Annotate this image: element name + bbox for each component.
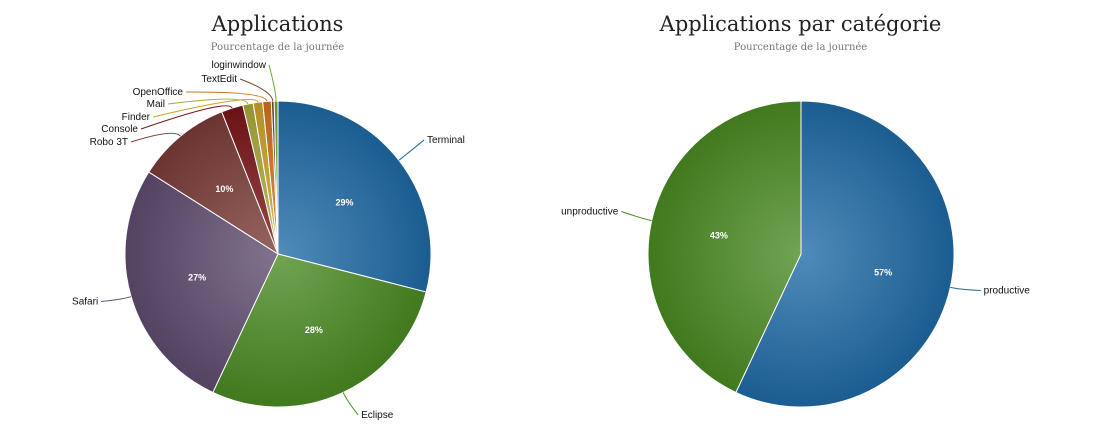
slice-percent-label: 43% xyxy=(710,231,728,241)
slice-label-console: Console xyxy=(101,124,138,135)
label-connector xyxy=(101,296,132,302)
slice-percent-label: 28% xyxy=(305,325,323,335)
slice-label-productive: productive xyxy=(984,285,1031,296)
chart-subtitle: Pourcentage de la journée xyxy=(210,42,345,53)
slice-percent-label: 27% xyxy=(188,272,206,282)
pie-slice-productive[interactable] xyxy=(735,100,955,408)
label-connector xyxy=(140,105,233,130)
label-connector xyxy=(152,98,259,118)
applications-pie: 29% Terminal 28% Eclipse 27% Safari 10% Robo 3T… xyxy=(72,60,465,421)
applications-chart: Applications Pourcentage de la journée 2… xyxy=(72,12,465,421)
label-connector xyxy=(167,98,249,105)
pie-slice-terminal[interactable] xyxy=(277,100,432,293)
chart-title: Applications xyxy=(211,12,344,36)
slice-percent-label: 57% xyxy=(874,267,892,277)
category-pie: 57% productive 43% unproductive xyxy=(561,100,1031,408)
slice-label-safari: Safari xyxy=(72,296,98,307)
label-connector xyxy=(130,132,181,143)
pie-slice-eclipse[interactable] xyxy=(212,253,427,408)
slice-label-terminal: Terminal xyxy=(427,135,465,146)
label-connector xyxy=(950,286,981,291)
label-connector xyxy=(185,91,268,102)
slice-label-textedit: TextEdit xyxy=(201,74,237,85)
slice-percent-label: 10% xyxy=(215,184,233,194)
slice-label-loginwindow: loginwindow xyxy=(212,60,267,71)
chart-title: Applications par catégorie xyxy=(659,12,942,36)
slice-label-eclipse: Eclipse xyxy=(361,410,394,421)
slice-label-finder: Finder xyxy=(122,112,151,123)
category-chart: Applications par catégorie Pourcentage d… xyxy=(523,0,1078,440)
slice-label-openoffice: OpenOffice xyxy=(133,87,184,98)
slice-label-mail: Mail xyxy=(147,99,165,110)
slice-label-robo-3t: Robo 3T xyxy=(90,137,128,148)
label-connector xyxy=(239,78,274,102)
label-connector xyxy=(268,64,277,102)
label-connector xyxy=(621,211,652,222)
slice-percent-label: 29% xyxy=(335,197,353,207)
slice-label-unproductive: unproductive xyxy=(561,207,619,218)
label-connector xyxy=(398,139,425,161)
pie-slice-unproductive[interactable] xyxy=(647,100,802,394)
chart-subtitle: Pourcentage de la journée xyxy=(733,42,868,53)
label-connector xyxy=(342,392,359,416)
